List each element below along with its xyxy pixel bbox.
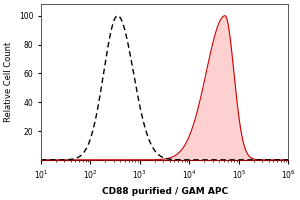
X-axis label: CD88 purified / GAM APC: CD88 purified / GAM APC — [102, 187, 228, 196]
Y-axis label: Relative Cell Count: Relative Cell Count — [4, 42, 13, 122]
